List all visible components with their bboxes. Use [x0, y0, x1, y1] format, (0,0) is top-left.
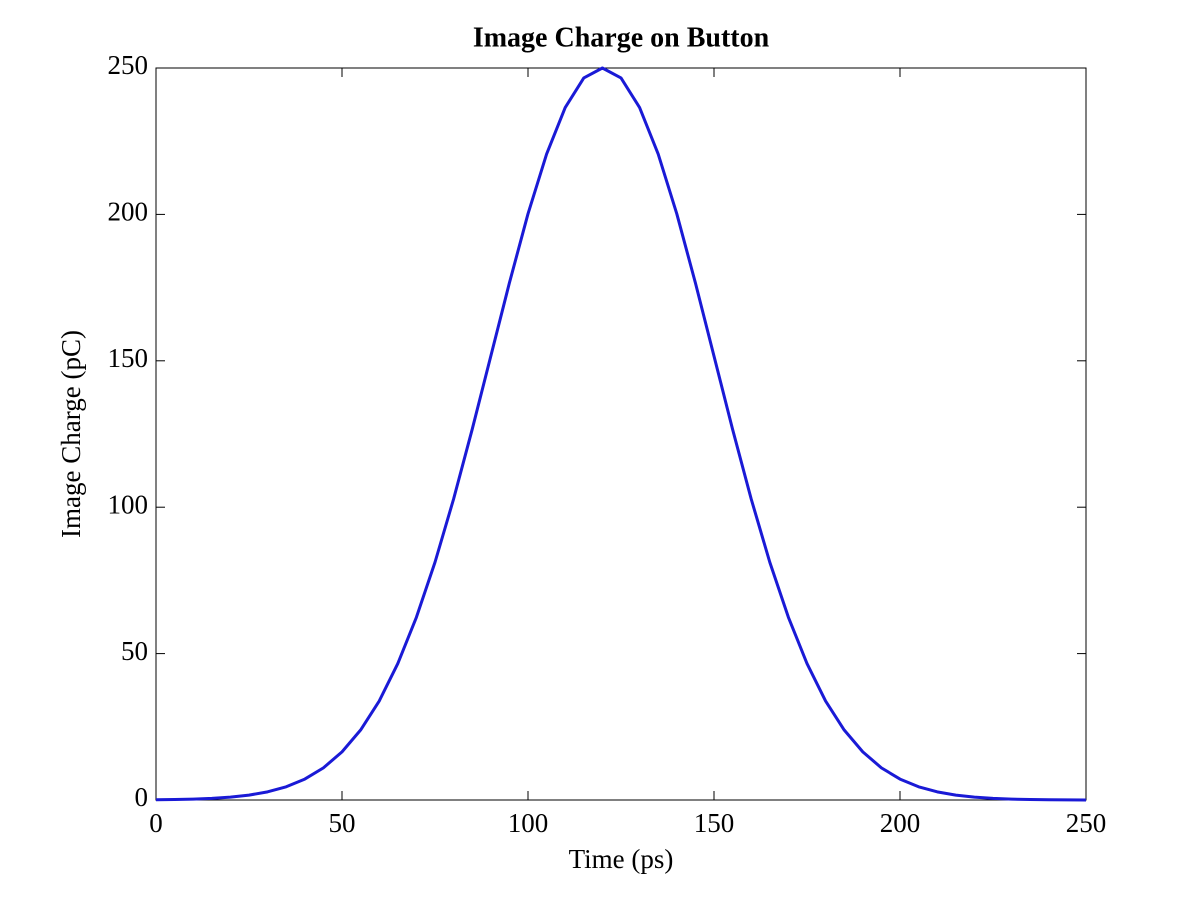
x-tick-label: 100: [508, 808, 549, 838]
line-series: [155, 66, 1087, 802]
y-tick-label: 0: [135, 782, 149, 812]
y-tick-label: 150: [108, 343, 149, 373]
x-tick-label: 0: [149, 808, 163, 838]
x-tick-label: 250: [1066, 808, 1107, 838]
x-axis-label: Time (ps): [569, 844, 674, 874]
y-tick-label: 250: [108, 50, 149, 80]
y-tick-label: 100: [108, 489, 149, 519]
x-tick-label: 200: [880, 808, 921, 838]
y-tick-label: 200: [108, 197, 149, 227]
y-tick-label: 50: [121, 636, 148, 666]
axes-box: [155, 67, 1087, 801]
x-tick-label: 50: [329, 808, 356, 838]
x-tick-label: 150: [694, 808, 735, 838]
chart-title: Image Charge on Button: [473, 22, 770, 53]
y-axis-label: Image Charge (pC): [56, 330, 86, 538]
